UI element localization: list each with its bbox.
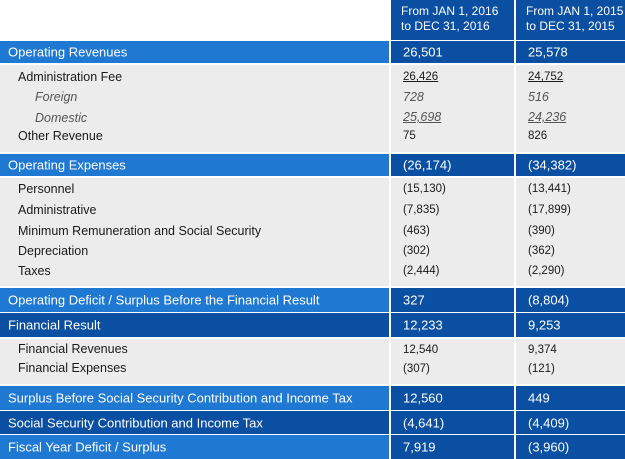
row-value-2016: (4,641) [403,415,445,430]
detail-label-financial-revenues: Financial Revenues [18,342,128,356]
row-fiscal-year-result: Fiscal Year Deficit / Surplus 7,919 (3,9… [0,435,625,459]
detail-2016-administrative: (7,835) [403,204,440,216]
group-expense-details: Personnel Administrative Minimum Remuner… [0,178,625,286]
detail-2016-personnel: (15,130) [403,183,446,195]
row-label: Operating Deficit / Surplus Before the F… [8,292,320,308]
row-value-2015: (34,382) [528,157,577,173]
detail-2016-minimum-remuneration: (463) [403,225,430,237]
detail-label-depreciation: Depreciation [18,244,89,258]
detail-2016-financial-revenues: 12,540 [403,344,439,356]
row-label: Financial Result [8,317,101,333]
row-value-2016: 12,560 [403,390,443,406]
detail-2015-depreciation: (362) [528,245,555,257]
row-financial-result: Financial Result 12,233 9,253 [0,313,625,337]
detail-2015-taxes: (2,290) [528,265,565,277]
row-operating-expenses: Operating Expenses (26,174) (34,382) [0,154,625,176]
header-2016-line1: From JAN 1, 2016 [401,4,499,18]
group-financial-details: Financial Revenues Financial Expenses 12… [0,339,625,384]
detail-label-foreign: Foreign [35,90,78,104]
detail-2016-taxes: (2,444) [403,265,440,277]
detail-label-financial-expenses: Financial Expenses [18,361,127,375]
header-2016-line2: to DEC 31, 2016 [401,19,490,33]
row-value-2016: 26,501 [403,44,443,60]
header-2016: From JAN 1, 2016 to DEC 31, 2016 [389,0,514,40]
detail-label-administrative: Administrative [18,203,97,217]
detail-2015-financial-expenses: (121) [528,363,555,375]
detail-2015-minimum-remuneration: (390) [528,225,555,237]
detail-2015-foreign: 516 [528,90,549,104]
detail-2015-financial-revenues: 9,374 [528,344,557,356]
row-value-2015: 9,253 [528,317,561,333]
row-value-2015: (4,409) [528,415,570,430]
row-value-2015: (8,804) [528,292,570,308]
detail-2015-personnel: (13,441) [528,183,571,195]
row-label: Operating Expenses [8,157,126,173]
detail-label-minimum-remuneration: Minimum Remuneration and Social Security [18,224,262,238]
header-2015: From JAN 1, 2015 to DEC 31, 2015 [514,0,625,40]
detail-2016-domestic: 25,698 [403,110,442,124]
detail-2016-financial-expenses: (307) [403,363,430,375]
row-value-2016: 327 [403,292,425,308]
detail-2015-other-revenue: 826 [528,130,548,142]
row-label: Operating Revenues [8,44,128,60]
header-2015-line2: to DEC 31, 2015 [526,19,615,33]
detail-label-administration-fee: Administration Fee [18,70,123,84]
detail-2015-administration-fee: 24,752 [528,71,564,83]
detail-2016-other-revenue: 75 [403,130,416,142]
row-value-2016: (26,174) [403,157,452,173]
row-label: Surplus Before Social Security Contribut… [8,390,353,406]
header-blank [0,0,389,40]
group-revenue-details: Administration Fee Foreign Domestic Othe… [0,65,625,152]
row-operating-result: Operating Deficit / Surplus Before the F… [0,288,625,312]
header-2015-line1: From JAN 1, 2015 [526,4,624,18]
row-value-2015: (3,960) [528,439,570,455]
row-value-2015: 25,578 [528,44,568,60]
detail-2016-depreciation: (302) [403,245,430,257]
detail-2015-domestic: 24,236 [528,110,567,124]
detail-2016-administration-fee: 26,426 [403,71,439,83]
row-value-2016: 12,233 [403,317,443,333]
detail-label-domestic: Domestic [35,111,88,125]
detail-label-personnel: Personnel [18,182,75,196]
table-header: From JAN 1, 2016 to DEC 31, 2016 From JA… [0,0,625,40]
row-operating-revenues: Operating Revenues 26,501 25,578 [0,41,625,63]
detail-label-taxes: Taxes [18,264,51,278]
row-value-2015: 449 [528,390,550,406]
row-label: Social Security Contribution and Income … [8,415,263,430]
detail-label-other-revenue: Other Revenue [18,129,103,143]
row-surplus-before-tax: Surplus Before Social Security Contribut… [0,386,625,410]
detail-2015-administrative: (17,899) [528,204,571,216]
row-social-security-tax: Social Security Contribution and Income … [0,411,625,434]
detail-2016-foreign: 728 [403,90,424,104]
row-label: Fiscal Year Deficit / Surplus [8,439,167,455]
row-value-2016: 7,919 [403,439,436,455]
